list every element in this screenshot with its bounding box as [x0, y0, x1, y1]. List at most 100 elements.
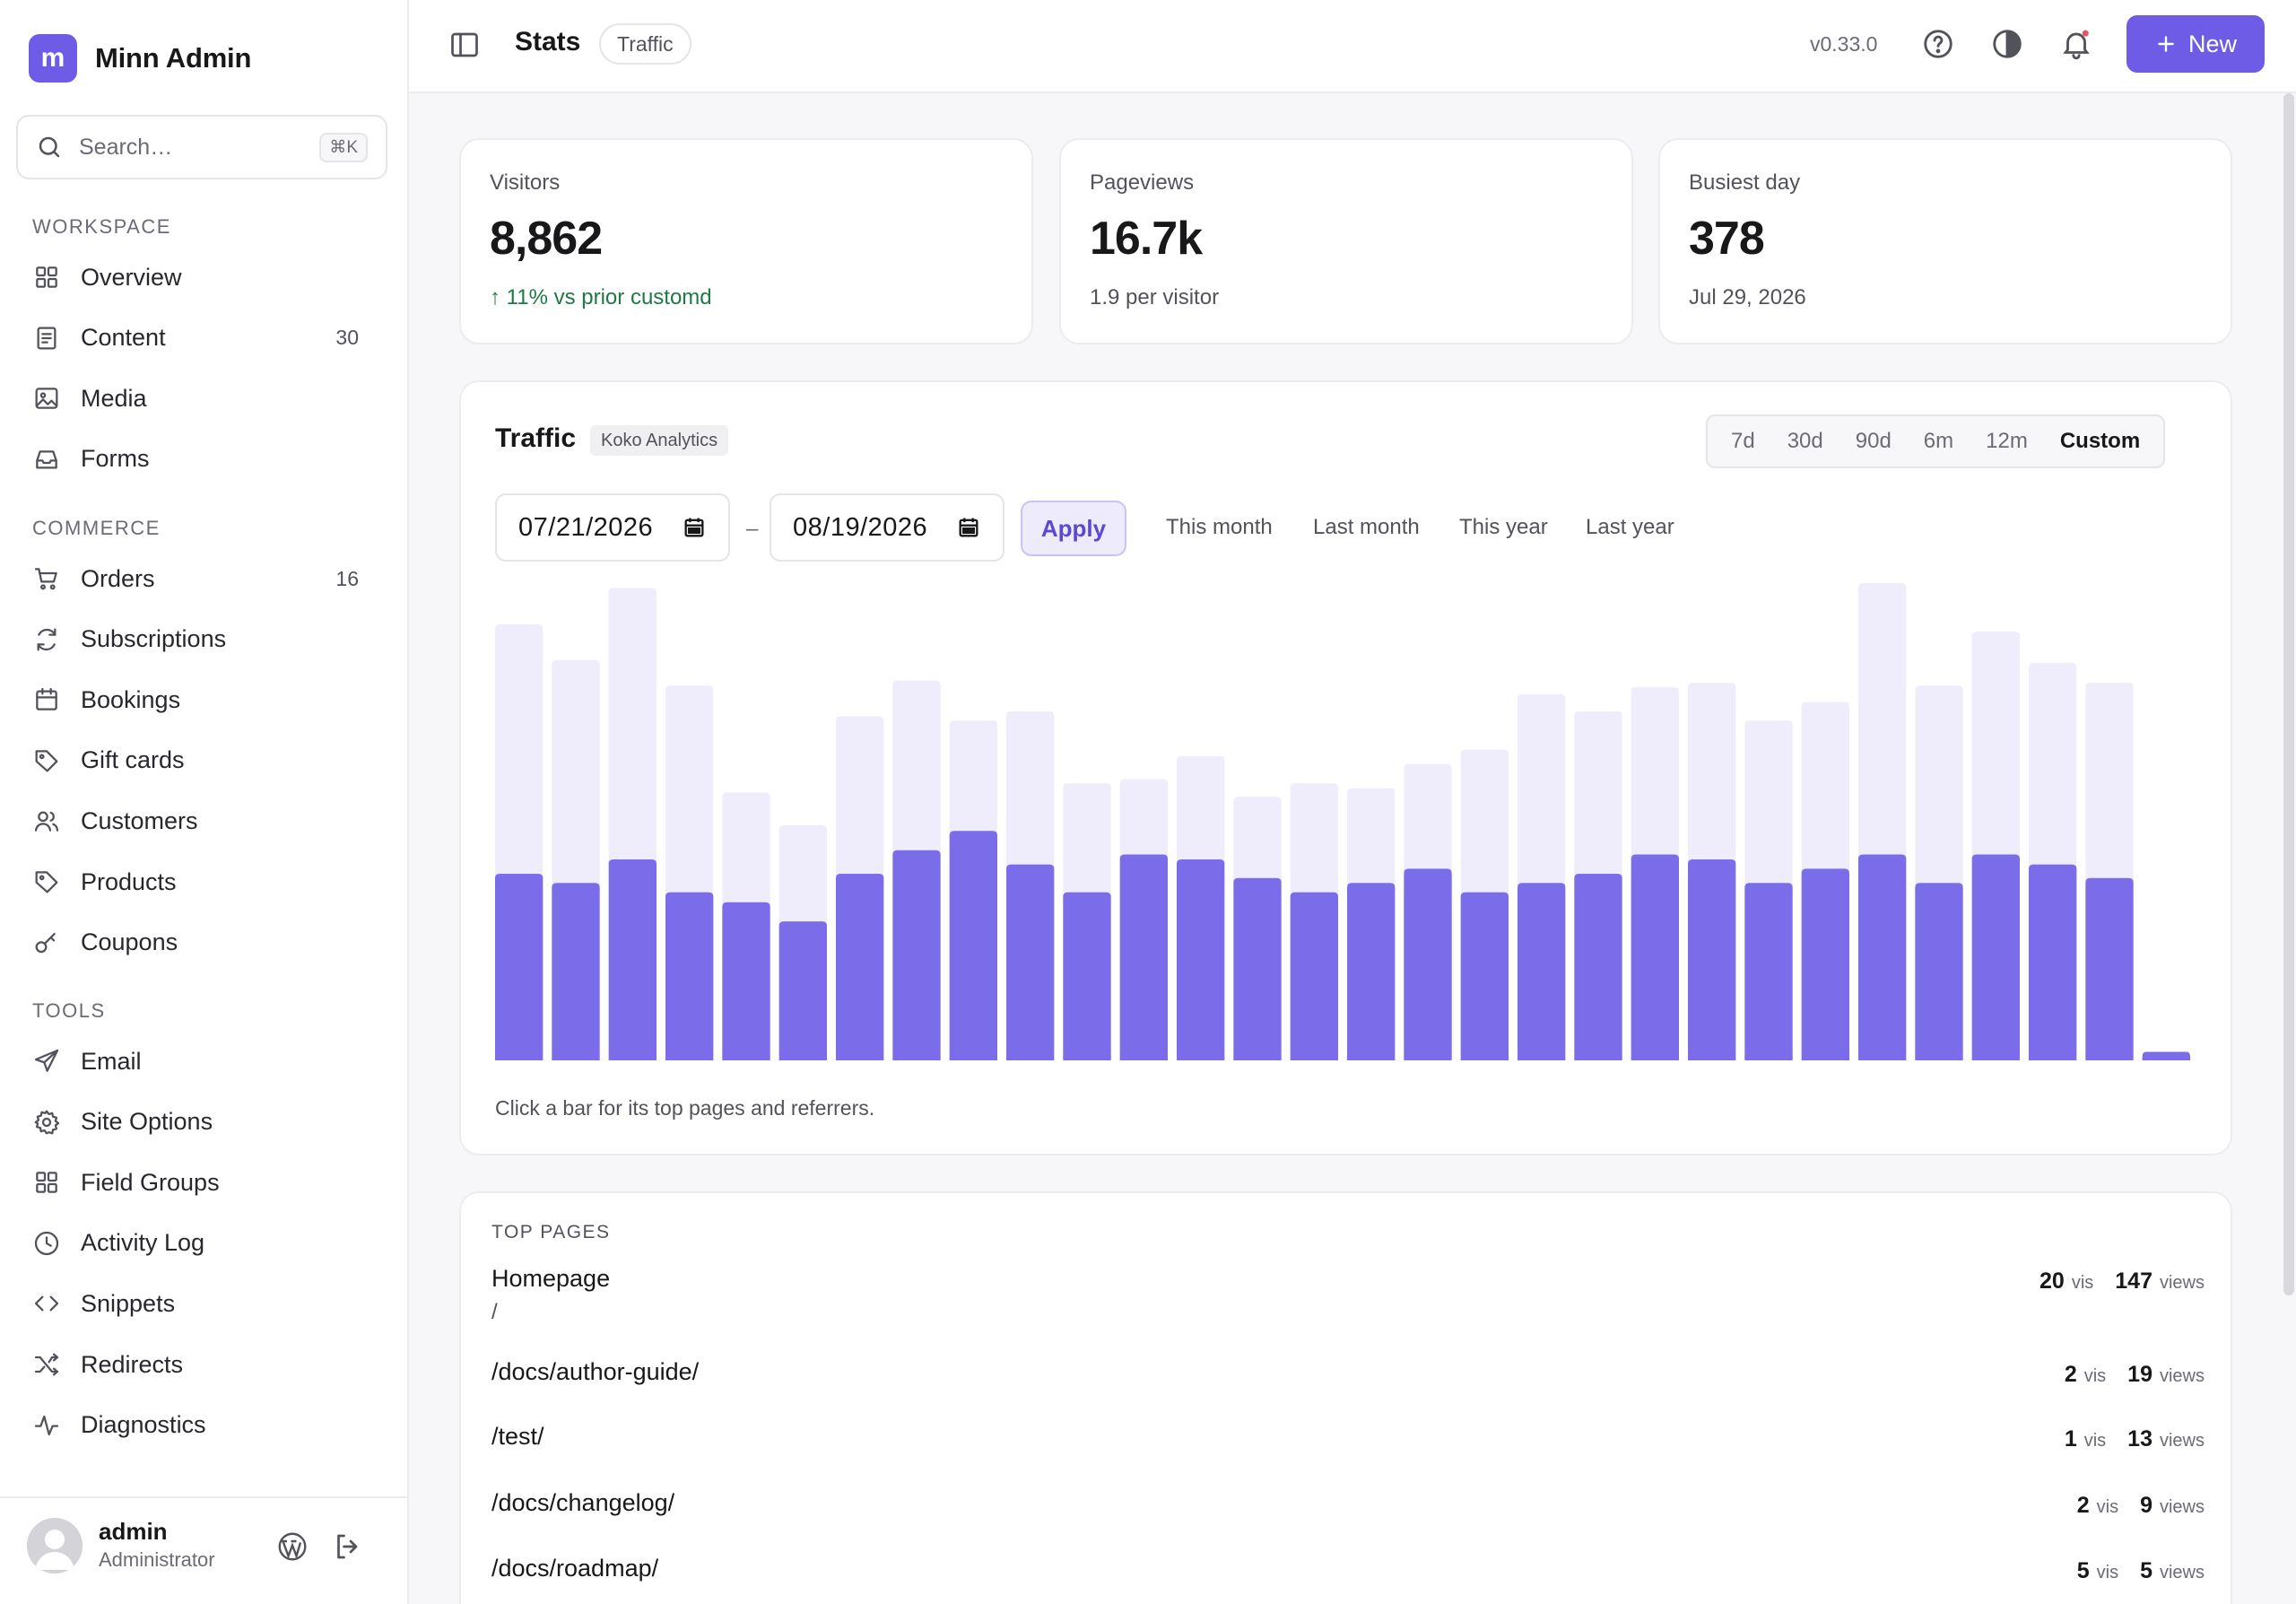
search-icon — [39, 136, 60, 158]
visitors-bar[interactable] — [2085, 877, 2134, 1060]
visitors-bar[interactable] — [1233, 877, 1282, 1060]
sidebar-item-redirects[interactable]: Redirects — [32, 1341, 364, 1388]
page-chip: Traffic — [599, 23, 691, 65]
visitors-bar[interactable] — [949, 831, 997, 1060]
visitors-bar[interactable] — [1177, 859, 1225, 1060]
top-pages-heading: TOP PAGES — [491, 1222, 611, 1242]
date-from-input[interactable]: 07/21/2026 — [495, 493, 730, 562]
sidebar-item-bookings[interactable]: Bookings — [32, 676, 364, 723]
sidebar-toggle-icon[interactable] — [448, 29, 481, 61]
visitors-bar[interactable] — [2029, 864, 2077, 1060]
calendar-icon[interactable] — [682, 515, 707, 540]
top-page-row[interactable]: /docs/author-guide/2 vis 19 views — [491, 1358, 2205, 1388]
traffic-title: Traffic — [495, 423, 577, 453]
traffic-card: Traffic Koko Analytics 7d 30d 90d 6m 12m Cust… — [459, 380, 2232, 1155]
range-option-30d[interactable]: 30d — [1787, 429, 1823, 453]
visitors-bar[interactable] — [1801, 868, 1849, 1060]
visitors-bar[interactable] — [836, 873, 884, 1060]
visitors-bar[interactable] — [1631, 854, 1679, 1061]
sidebar: m Minn Admin Search… ⌘K WORKSPACE Overvie… — [0, 0, 409, 1604]
range-option-6m[interactable]: 6m — [1923, 429, 1954, 453]
quick-range-this-year[interactable]: This year — [1459, 515, 1548, 539]
top-page-row[interactable]: /docs/changelog/2 vis 9 views — [491, 1489, 2205, 1518]
tag-icon — [35, 749, 58, 772]
top-page-stats: 20 vis 147 views — [2039, 1268, 2205, 1295]
visitors-bar[interactable] — [1574, 873, 1622, 1060]
theme-toggle-icon[interactable] — [1990, 27, 2024, 61]
top-page-row[interactable]: /test/1 vis 13 views — [491, 1423, 2205, 1451]
visitors-bar[interactable] — [2142, 1051, 2190, 1060]
top-page-path: /docs/changelog/ — [491, 1489, 675, 1516]
calendar-icon[interactable] — [956, 515, 981, 540]
logout-icon[interactable] — [332, 1530, 364, 1563]
visitors-bar[interactable] — [1971, 854, 2020, 1061]
wordpress-icon[interactable] — [276, 1530, 309, 1563]
search-input[interactable]: Search… ⌘K — [16, 115, 387, 179]
visitors-bar[interactable] — [1915, 883, 1963, 1060]
sidebar-item-customers[interactable]: Customers — [32, 798, 364, 844]
sidebar-item-media[interactable]: Media — [32, 375, 364, 422]
visitors-bar[interactable] — [1460, 892, 1509, 1060]
visitors-bar[interactable] — [665, 892, 714, 1060]
scrollbar[interactable] — [2283, 93, 2294, 1295]
top-page-row[interactable]: Homepage / 20 vis 147 views — [491, 1265, 2205, 1325]
visitors-bar[interactable] — [1290, 892, 1338, 1060]
visitors-bar[interactable] — [1063, 892, 1111, 1060]
sidebar-item-site-options[interactable]: Site Options — [32, 1099, 364, 1146]
visitors-bar[interactable] — [1858, 854, 1907, 1061]
quick-range-this-month[interactable]: This month — [1166, 515, 1273, 539]
sidebar-item-gift-cards[interactable]: Gift cards — [32, 737, 364, 784]
avatar[interactable] — [27, 1518, 83, 1573]
visitors-bar[interactable] — [1006, 864, 1055, 1060]
stat-card-visitors: Visitors 8,862 ↑ 11% vs prior customd — [459, 138, 1033, 344]
visitors-bar[interactable] — [1688, 859, 1736, 1060]
apply-button[interactable]: Apply — [1021, 501, 1126, 556]
sidebar-item-forms[interactable]: Forms — [32, 436, 364, 483]
sidebar-item-coupons[interactable]: Coupons — [32, 920, 364, 966]
visitors-bar[interactable] — [495, 873, 544, 1060]
sidebar-item-activity-log[interactable]: Activity Log — [32, 1220, 364, 1267]
new-button[interactable]: New — [2126, 15, 2265, 73]
range-option-90d[interactable]: 90d — [1855, 429, 1892, 453]
quick-range-last-year[interactable]: Last year — [1586, 515, 1674, 539]
top-page-stats: 1 vis 13 views — [2065, 1426, 2205, 1452]
visitors-bar[interactable] — [608, 859, 657, 1060]
quick-range-last-month[interactable]: Last month — [1313, 515, 1420, 539]
sidebar-item-diagnostics[interactable]: Diagnostics — [32, 1402, 364, 1449]
date-to-input[interactable]: 08/19/2026 — [770, 493, 1004, 562]
date-to-value: 08/19/2026 — [793, 512, 928, 542]
sidebar-item-products[interactable]: Products — [32, 859, 364, 905]
top-page-views: 19 — [2127, 1362, 2152, 1387]
inbox-icon — [36, 449, 57, 469]
nav-section-title: WORKSPACE — [32, 215, 171, 238]
help-icon[interactable] — [1921, 27, 1955, 61]
stat-trend: ↑ 11% vs prior customd — [490, 285, 712, 309]
visitors-bar[interactable] — [1119, 854, 1168, 1061]
visitors-bar[interactable] — [1347, 883, 1396, 1060]
visitors-bar[interactable] — [1404, 868, 1452, 1060]
sidebar-item-snippets[interactable]: Snippets — [32, 1280, 364, 1327]
top-page-stats: 2 vis 19 views — [2065, 1362, 2205, 1388]
visitors-bar[interactable] — [778, 921, 827, 1060]
users-icon — [34, 811, 59, 833]
top-page-row[interactable]: /docs/roadmap/5 vis 5 views — [491, 1555, 2205, 1583]
sidebar-item-field-groups[interactable]: Field Groups — [32, 1159, 364, 1206]
range-option-custom[interactable]: Custom — [2059, 429, 2141, 453]
sidebar-item-label: Activity Log — [81, 1229, 205, 1257]
sidebar-item-overview[interactable]: Overview — [32, 254, 364, 301]
sidebar-item-subscriptions[interactable]: Subscriptions — [32, 616, 364, 663]
sidebar-item-label: Snippets — [81, 1289, 176, 1317]
range-option-7d[interactable]: 7d — [1731, 429, 1755, 453]
visitors-bar[interactable] — [722, 902, 770, 1060]
sidebar-item-email[interactable]: Email — [32, 1038, 364, 1085]
visitors-bar[interactable] — [892, 850, 941, 1060]
visitors-bar[interactable] — [1518, 883, 1566, 1060]
sidebar-item-content[interactable]: Content 30 — [32, 315, 364, 362]
brand[interactable]: m Minn Admin — [29, 34, 251, 83]
calendar-icon — [36, 688, 57, 710]
visitors-bar[interactable] — [1744, 883, 1793, 1060]
sidebar-item-orders[interactable]: Orders 16 — [32, 555, 364, 602]
notification-bell-icon[interactable] — [2059, 27, 2093, 61]
range-option-12m[interactable]: 12m — [1986, 429, 2028, 453]
visitors-bar[interactable] — [552, 883, 600, 1060]
